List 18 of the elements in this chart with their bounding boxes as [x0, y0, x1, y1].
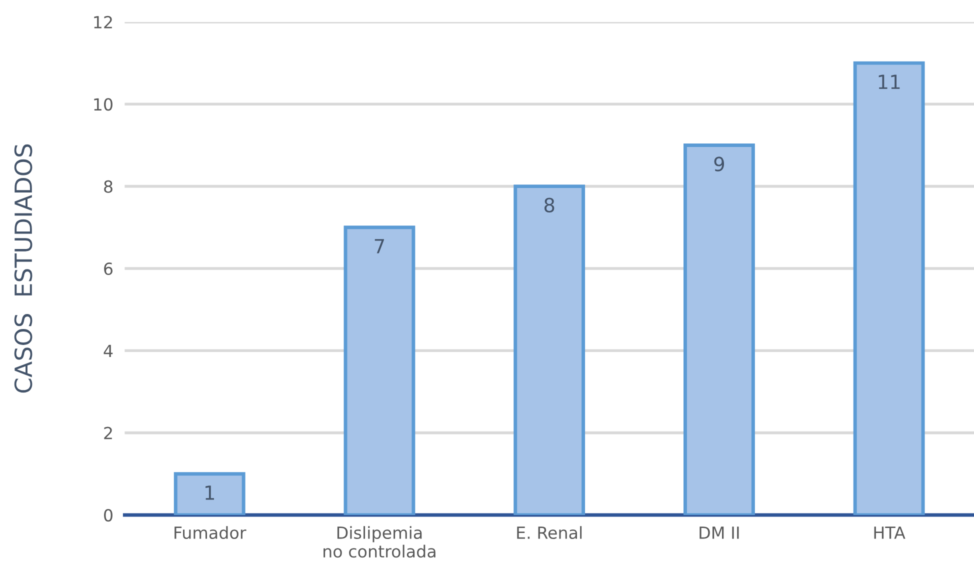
y-tick-label: 8 — [104, 180, 112, 193]
y-tick-label: 6 — [104, 262, 113, 276]
data-label: 1 — [206, 486, 214, 500]
y-tick-label: 2 — [104, 426, 112, 440]
data-label: 11 — [878, 74, 900, 89]
x-tick-label: E. Renal — [517, 526, 582, 540]
data-label: 9 — [714, 156, 724, 172]
x-tick-label: HTA — [874, 526, 906, 539]
y-axis-title: CASOS ESTUDIADOS — [14, 144, 32, 393]
data-label: 8 — [544, 198, 554, 212]
x-tick-label: Dislipemia no controlada — [324, 526, 436, 558]
data-label: 7 — [374, 239, 384, 254]
x-tick-label: Fumador — [174, 526, 246, 540]
y-tick-label: 4 — [104, 344, 113, 357]
y-tick-label: 10 — [94, 98, 112, 111]
y-tick-label: 0 — [104, 508, 112, 522]
y-tick-label: 12 — [94, 16, 112, 28]
x-tick-label: DM II — [700, 526, 739, 539]
